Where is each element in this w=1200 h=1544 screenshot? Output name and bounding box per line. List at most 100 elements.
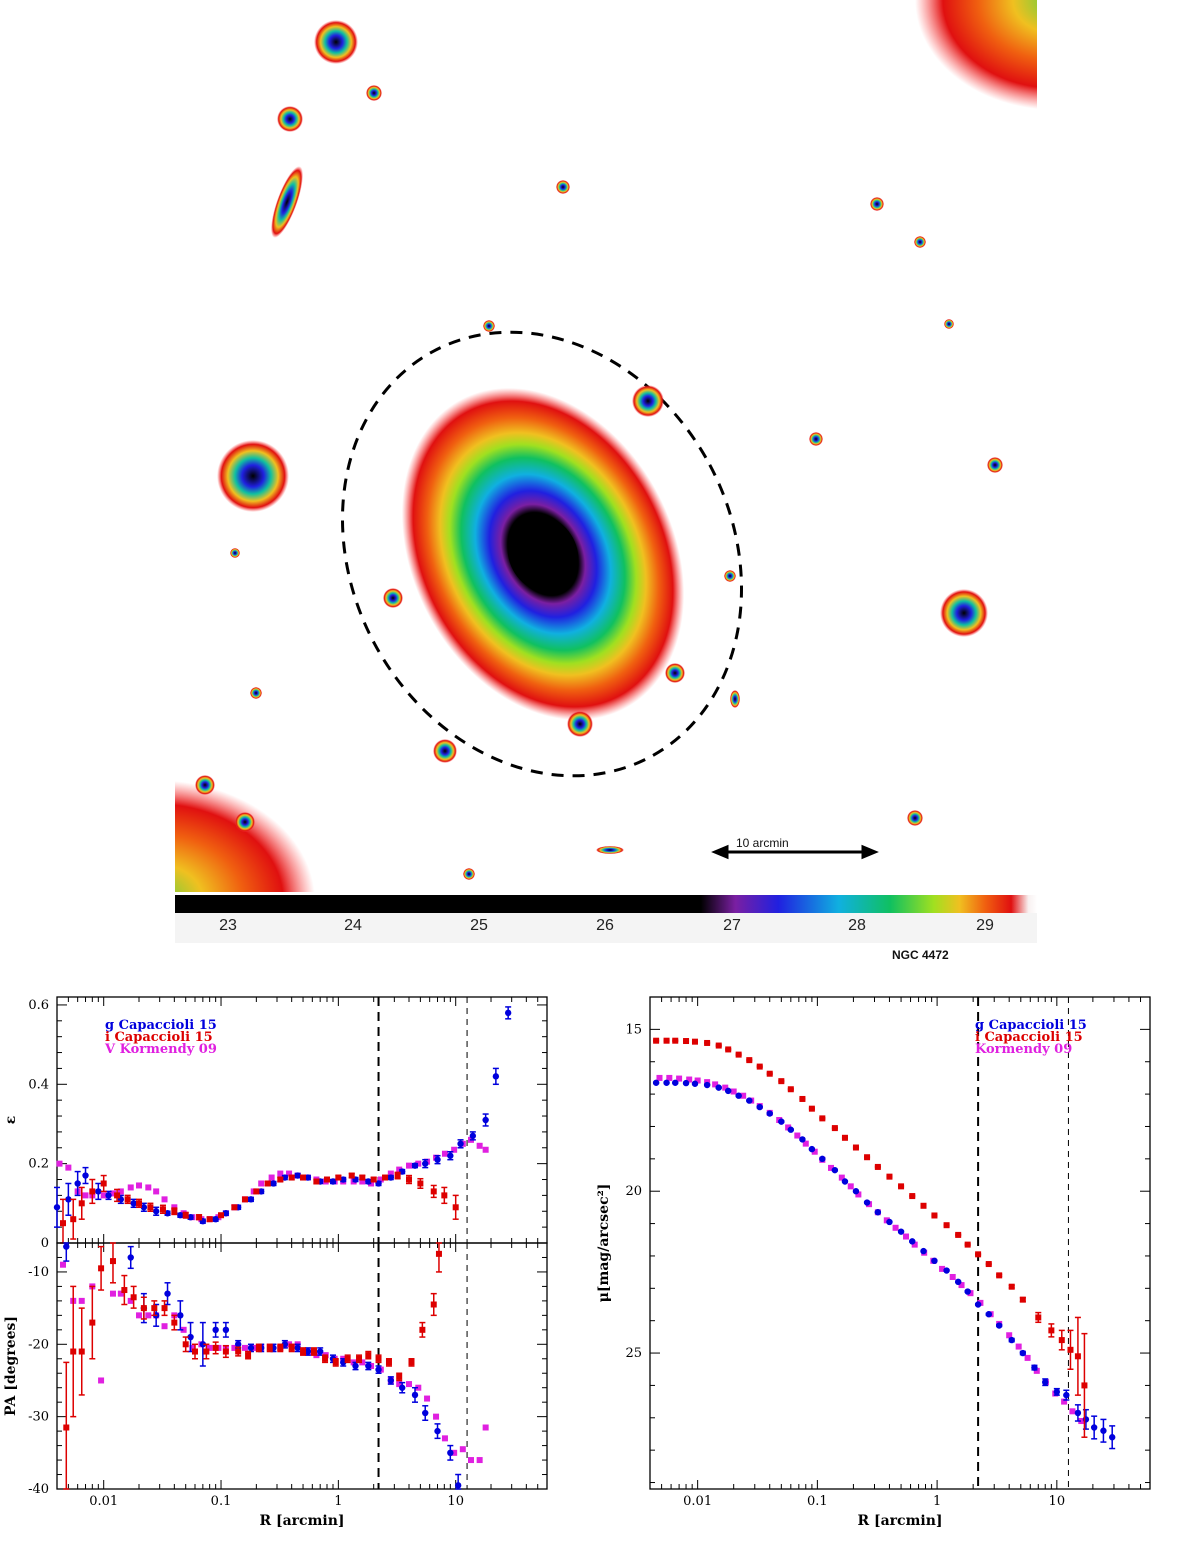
data-point (422, 1160, 429, 1167)
data-point (140, 1204, 148, 1211)
data-point (375, 1180, 382, 1187)
data-point (955, 1231, 962, 1238)
data-point (277, 1170, 284, 1177)
data-point (164, 1290, 171, 1297)
data-point (78, 1348, 85, 1355)
object-name-label: NGC 4472 (892, 948, 949, 962)
data-point (1058, 1337, 1065, 1344)
data-point (703, 1081, 711, 1089)
data-point (441, 1435, 448, 1442)
data-point (356, 1355, 363, 1362)
data-point (447, 1449, 454, 1457)
data-point (196, 1214, 203, 1221)
data-point (212, 1215, 219, 1223)
data-point (329, 1178, 337, 1185)
data-point (268, 1174, 275, 1181)
data-point (663, 1037, 670, 1044)
data-point (819, 1115, 826, 1122)
data-point (954, 1278, 962, 1286)
data-point (746, 1057, 753, 1064)
data-point (715, 1084, 722, 1091)
data-point (74, 1180, 81, 1187)
data-point (375, 1355, 382, 1362)
data-point (245, 1352, 252, 1359)
data-point (109, 1258, 116, 1265)
data-point (127, 1297, 134, 1304)
data-point (387, 1174, 395, 1181)
bright-galaxy-corner-bottom-left (175, 780, 315, 892)
data-point (187, 1333, 194, 1341)
data-point (182, 1212, 189, 1219)
main-galaxy (401, 387, 685, 721)
data-point (909, 1193, 916, 1200)
data-point (476, 1142, 483, 1149)
data-point (686, 1076, 693, 1083)
data-point (943, 1222, 950, 1229)
data-point (419, 1326, 426, 1333)
data-point (352, 1362, 359, 1370)
data-point (766, 1070, 773, 1077)
data-point (406, 1162, 413, 1169)
data-point (365, 1178, 372, 1185)
data-point (316, 1348, 324, 1355)
data-point (304, 1174, 312, 1181)
data-point (152, 1208, 160, 1215)
data-point (82, 1192, 89, 1199)
y-axis-label: ε (3, 1116, 19, 1125)
data-point (199, 1341, 207, 1348)
data-point (819, 1155, 826, 1163)
data-point (222, 1348, 229, 1355)
data-point (406, 1381, 413, 1388)
data-point (898, 1183, 905, 1190)
data-point (746, 1097, 753, 1104)
data-point (1042, 1378, 1049, 1386)
data-point (892, 1224, 899, 1231)
data-point (874, 1209, 882, 1216)
data-point (663, 1079, 670, 1086)
ellipticity-panel: 0 0.2 0.4 0.6 ε g Capaccioli 15i Capaccioli 1… (3, 996, 548, 1251)
data-point (964, 1241, 971, 1248)
x-tick-label: 1 (933, 1494, 941, 1509)
data-point (387, 1377, 395, 1384)
data-point (89, 1188, 96, 1195)
data-point (411, 1162, 419, 1169)
plot-frame (649, 996, 1151, 1490)
data-point (897, 1228, 905, 1235)
data-point (909, 1238, 916, 1245)
data-point (459, 1446, 466, 1453)
data-point (1048, 1327, 1055, 1334)
position-angle-panel: 0.01 0.1 1 10 R [arcmin] -40 -30 -20 -10 PA [degr… (3, 1242, 548, 1529)
data-point (344, 1355, 351, 1362)
galaxy-image: 10 arcmin (175, 0, 1037, 892)
data-point (863, 1199, 871, 1206)
data-point (492, 1073, 500, 1080)
data-point (943, 1267, 950, 1274)
data-point (931, 1257, 938, 1265)
data-point (253, 1188, 260, 1195)
data-point (1015, 1343, 1022, 1350)
data-point (63, 1243, 70, 1250)
data-point (117, 1188, 124, 1195)
data-point (270, 1180, 277, 1187)
data-point (1035, 1314, 1042, 1321)
series-i-capaccioli-15 (63, 1242, 442, 1490)
data-point (70, 1216, 77, 1223)
legend-entry: V Kormendy 09 (104, 1042, 217, 1057)
legend-entry: g Capaccioli 15 (975, 1018, 1087, 1033)
data-point (454, 1482, 462, 1489)
data-point (375, 1366, 382, 1373)
data-point (105, 1192, 112, 1199)
colorbar-tick: 23 (219, 917, 237, 934)
data-point (377, 1176, 384, 1183)
data-point (398, 1384, 406, 1391)
data-point (452, 1204, 459, 1211)
data-point (756, 1063, 763, 1070)
data-point (855, 1191, 862, 1198)
data-point (1090, 1424, 1098, 1431)
data-point (430, 1188, 437, 1195)
data-point (920, 1247, 927, 1255)
data-point (740, 1092, 747, 1099)
colorbar-tick: 28 (848, 917, 866, 934)
data-point (161, 1196, 168, 1203)
